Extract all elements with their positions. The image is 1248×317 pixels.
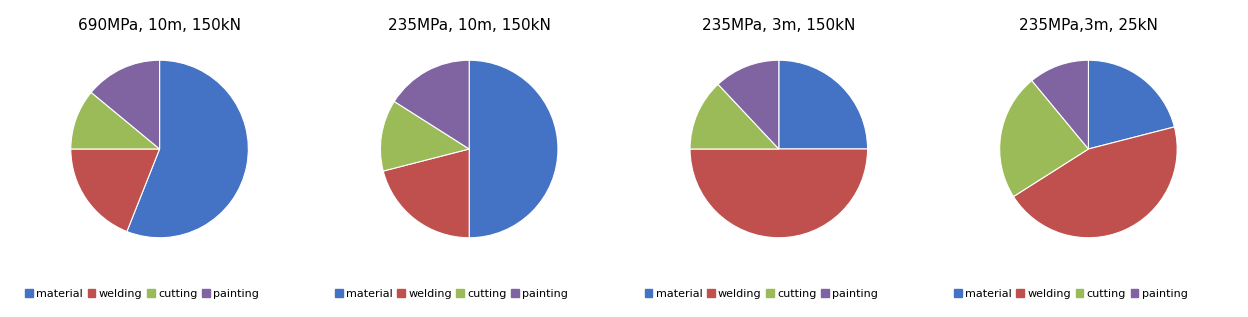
Wedge shape [718,60,779,149]
Legend: material, welding, cutting, painting: material, welding, cutting, painting [640,284,882,303]
Wedge shape [91,60,160,149]
Wedge shape [71,93,160,149]
Wedge shape [127,60,248,238]
Title: 235MPa, 3m, 150kN: 235MPa, 3m, 150kN [703,18,855,33]
Wedge shape [381,101,469,171]
Wedge shape [1000,81,1088,197]
Legend: material, welding, cutting, painting: material, welding, cutting, painting [331,284,573,303]
Wedge shape [690,149,867,238]
Title: 235MPa,3m, 25kN: 235MPa,3m, 25kN [1018,18,1158,33]
Wedge shape [469,60,558,238]
Legend: material, welding, cutting, painting: material, welding, cutting, painting [950,284,1192,303]
Wedge shape [394,60,469,149]
Wedge shape [690,84,779,149]
Title: 235MPa, 10m, 150kN: 235MPa, 10m, 150kN [388,18,550,33]
Wedge shape [1032,60,1088,149]
Wedge shape [1013,127,1177,238]
Wedge shape [71,149,160,231]
Wedge shape [779,60,867,149]
Wedge shape [1088,60,1174,149]
Wedge shape [383,149,469,238]
Title: 690MPa, 10m, 150kN: 690MPa, 10m, 150kN [79,18,241,33]
Legend: material, welding, cutting, painting: material, welding, cutting, painting [21,284,263,303]
